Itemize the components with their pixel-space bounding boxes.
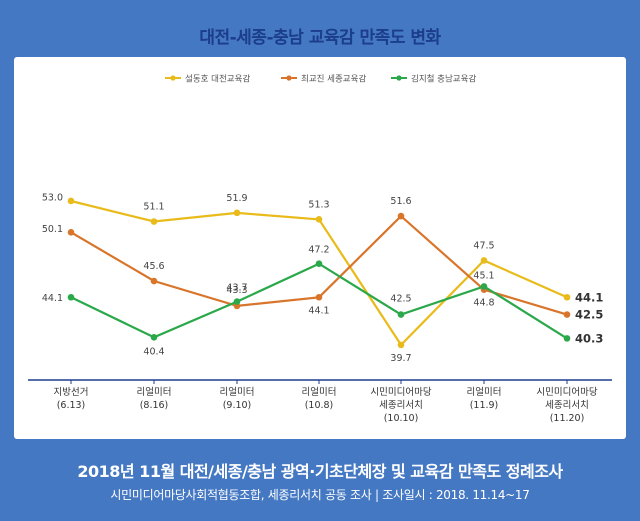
data-point-2-3 — [315, 260, 323, 268]
data-label-2-3: 47.2 — [308, 245, 329, 256]
data-label-2-5: 45.1 — [473, 270, 494, 281]
data-point-1-0 — [67, 229, 75, 236]
x-tick-label-1-0: 리얼미터 — [137, 387, 172, 398]
data-point-0-2 — [233, 209, 241, 217]
x-tick-label-3-0: 리얼미터 — [302, 387, 337, 398]
footer-source: 시민미디어마당사회적협동조합, 세종리서치 공동 조사 | 조사일시 : 201… — [110, 488, 530, 502]
x-tick-label-6-1: 세종리서치 — [545, 399, 589, 411]
legend-marker-0 — [170, 75, 176, 81]
data-point-2-2 — [233, 298, 241, 305]
x-tick-label-1-1: (8.16) — [140, 400, 169, 411]
data-point-2-1 — [150, 333, 158, 341]
data-point-1-1 — [150, 277, 158, 285]
legend-label-1: 최교진 세종교육감 — [301, 74, 366, 85]
data-point-0-3 — [315, 216, 323, 223]
data-point-0-4 — [397, 341, 405, 349]
x-tick-label-4-0: 시민미디어마당 — [370, 387, 431, 398]
data-point-2-0 — [67, 293, 75, 301]
data-label-1-1: 45.6 — [143, 261, 164, 272]
data-label-0-1: 51.1 — [143, 202, 164, 213]
data-label-0-0: 53.0 — [42, 192, 63, 203]
data-label-0-3: 51.3 — [308, 199, 329, 210]
title-bar: 대전-세종-충남 교육감 만족도 변화 — [0, 0, 640, 70]
chart-title: 대전-세종-충남 교육감 만족도 변화 — [199, 27, 441, 48]
legend-marker-1 — [286, 75, 292, 81]
x-tick-label-5-0: 리얼미터 — [467, 387, 502, 398]
data-label-1-2: 43.3 — [226, 285, 247, 296]
x-tick-label-2-1: (9.10) — [223, 400, 252, 411]
chart-panel — [14, 57, 626, 439]
data-label-0-5: 47.5 — [473, 240, 494, 251]
data-point-2-5 — [480, 283, 488, 290]
legend-label-2: 김지철 충남교육감 — [411, 74, 476, 85]
data-label-0-6: 44.1 — [575, 290, 603, 304]
x-tick-label-6-0: 시민미디어마당 — [536, 387, 597, 398]
x-tick-label-5-1: (11.9) — [470, 400, 499, 411]
data-label-0-4: 39.7 — [390, 353, 411, 364]
data-point-0-1 — [150, 218, 158, 225]
data-label-1-4: 51.6 — [390, 196, 411, 207]
data-point-2-6 — [563, 335, 571, 342]
data-point-2-4 — [397, 311, 405, 318]
data-label-2-0: 44.1 — [42, 293, 63, 304]
data-point-0-0 — [67, 197, 75, 205]
data-point-1-6 — [563, 311, 571, 318]
x-tick-label-4-2: (10.10) — [384, 413, 419, 424]
data-label-2-4: 42.5 — [390, 294, 411, 305]
legend-marker-2 — [396, 75, 402, 81]
x-tick-label-0-0: 지방선거 — [54, 387, 89, 398]
data-point-1-3 — [315, 293, 323, 301]
x-tick-label-2-0: 리얼미터 — [220, 387, 255, 398]
data-label-1-6: 42.5 — [575, 308, 603, 322]
data-label-1-5: 44.8 — [473, 298, 494, 309]
x-tick-label-3-1: (10.8) — [305, 400, 334, 411]
x-tick-label-0-1: (6.13) — [57, 400, 86, 411]
footer-headline: 2018년 11월 대전/세종/충남 광역·기초단체장 및 교육감 만족도 정례… — [77, 462, 563, 481]
data-point-0-5 — [480, 257, 488, 264]
data-point-0-6 — [563, 293, 571, 301]
data-label-1-0: 50.1 — [42, 224, 63, 235]
legend-label-0: 설동호 대전교육감 — [185, 74, 250, 85]
data-label-2-1: 40.4 — [143, 346, 164, 357]
data-label-1-3: 44.1 — [308, 305, 329, 316]
data-label-2-2: 43.7 — [226, 283, 247, 294]
data-label-0-2: 51.9 — [226, 193, 247, 204]
data-point-1-4 — [397, 212, 405, 220]
x-tick-label-6-2: (11.20) — [550, 413, 585, 424]
x-tick-label-4-1: 세종리서치 — [379, 399, 423, 411]
data-label-2-6: 40.3 — [575, 331, 603, 345]
